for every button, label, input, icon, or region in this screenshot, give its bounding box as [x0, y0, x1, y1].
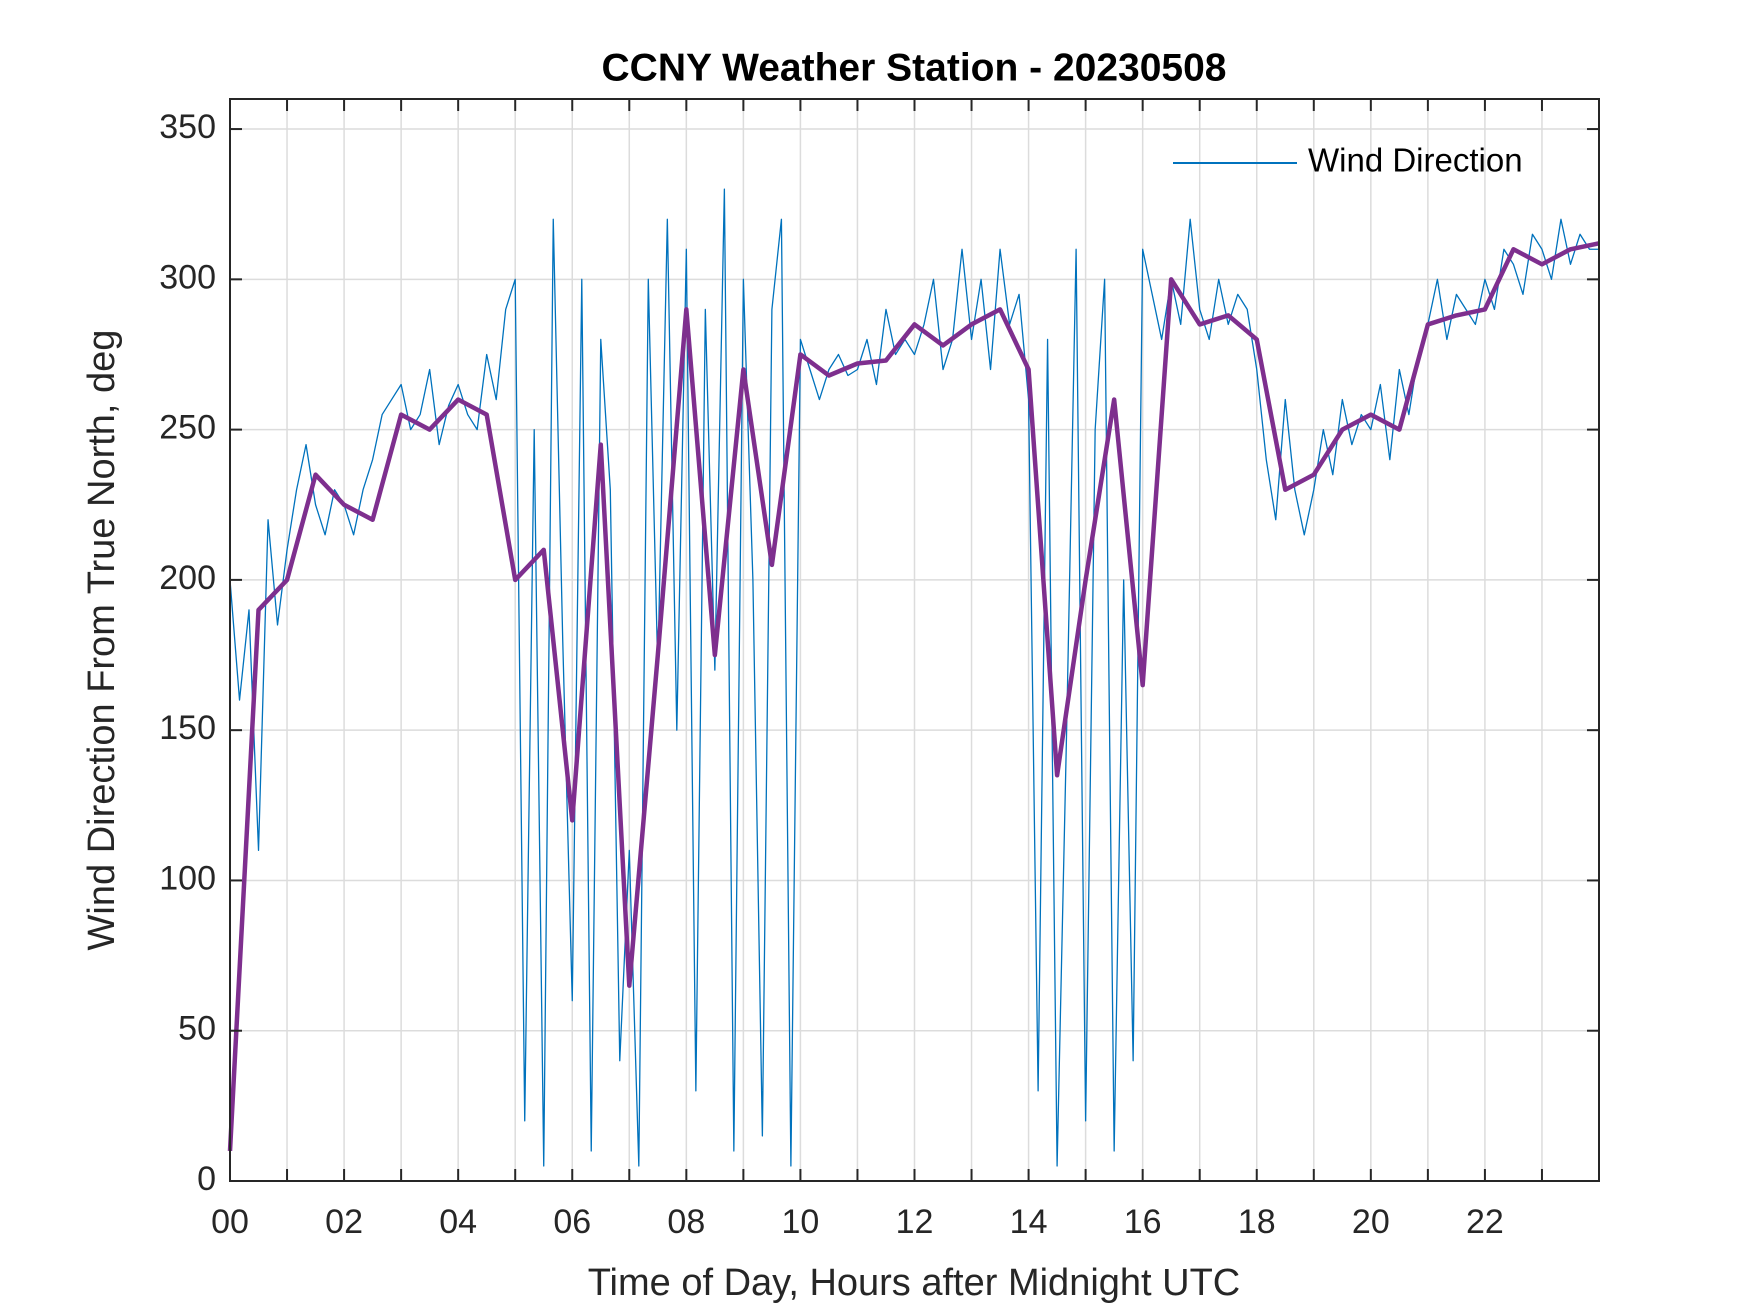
ticks: 00 02 04 06 08 10 12 14 16 18 20 22 0 50 100 150 200 250 3…: [159, 99, 1599, 1241]
y-tick-label: 350: [159, 108, 216, 146]
x-tick-label: 02: [325, 1203, 363, 1241]
x-axis-title: Time of Day, Hours after Midnight UTC: [588, 1262, 1241, 1304]
y-axis-title: Wind Direction From True North, deg: [81, 330, 123, 951]
x-tick-label: 10: [782, 1203, 820, 1241]
lines: [227, 188, 1600, 1167]
legend: Wind Direction: [1173, 142, 1523, 179]
y-tick-label: 0: [197, 1160, 216, 1198]
y-tick-label: 50: [178, 1010, 216, 1048]
x-tick-label: 20: [1352, 1203, 1390, 1241]
x-tick-label: 00: [211, 1203, 249, 1241]
series-line: [227, 241, 1600, 1152]
x-tick-label: 12: [896, 1203, 934, 1241]
y-tick-label: 150: [159, 709, 216, 747]
x-tick-label: 18: [1238, 1203, 1276, 1241]
y-tick-label: 100: [159, 859, 216, 897]
series-line: [229, 188, 1599, 1167]
legend-label: Wind Direction: [1308, 142, 1523, 179]
y-tick-label: 200: [159, 559, 216, 597]
x-tick-label: 22: [1466, 1203, 1504, 1241]
x-tick-label: 08: [667, 1203, 705, 1241]
y-tick-label: 250: [159, 409, 216, 447]
y-tick-label: 300: [159, 258, 216, 296]
x-tick-label: 06: [553, 1203, 591, 1241]
x-tick-label: 16: [1124, 1203, 1162, 1241]
x-tick-label: 14: [1010, 1203, 1048, 1241]
chart-title: CCNY Weather Station - 20230508: [602, 46, 1227, 89]
x-tick-label: 04: [439, 1203, 477, 1241]
